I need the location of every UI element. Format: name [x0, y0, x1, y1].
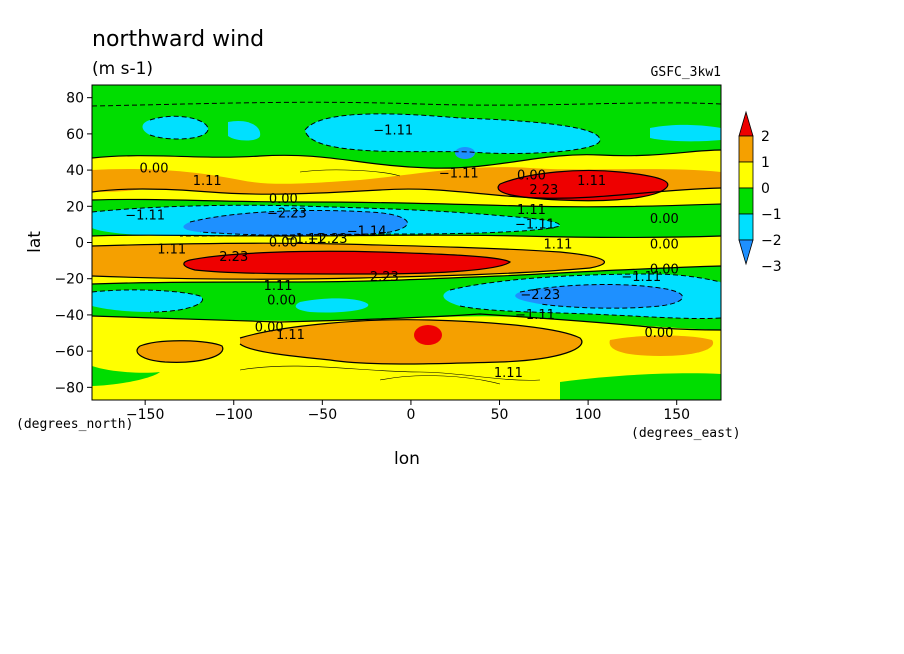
- contour-label: 0.00: [269, 236, 298, 251]
- colorbar-bottom-arrow: [738, 239, 754, 266]
- colorbar-segment: [738, 161, 754, 189]
- contour-label: 0.00: [267, 293, 296, 308]
- contour-label: −1.11: [125, 208, 165, 223]
- colorbar-top-arrow: [738, 110, 754, 137]
- x-tick-label: 100: [575, 407, 602, 423]
- contour-label: 2.23: [529, 183, 558, 198]
- band-negative-south: [92, 366, 721, 400]
- contour-label: 0.00: [269, 192, 298, 207]
- x-axis: −150 −100 −50 0 50 100 150: [126, 400, 690, 423]
- y-tick-label: 40: [66, 163, 84, 179]
- x-tick-label: 50: [491, 407, 509, 423]
- x-tick-label: 150: [663, 407, 690, 423]
- contour-label: −1.11: [621, 270, 661, 285]
- contour-label: 0.00: [645, 326, 674, 341]
- x-tick-label: 0: [406, 407, 415, 423]
- contour-label: −2.23: [267, 207, 307, 222]
- band-blue-15n: [183, 210, 408, 236]
- band-positive-55s: [240, 319, 582, 364]
- contour-label: 0.00: [650, 237, 679, 252]
- contour-label: −2.23: [520, 288, 560, 303]
- contour-label: −1.11: [515, 217, 555, 232]
- contour-lines: [92, 149, 721, 365]
- colorbar-label: −1: [761, 207, 782, 223]
- contour-label: 1.11: [276, 328, 305, 343]
- contour-label: −1.14: [347, 225, 387, 240]
- contour-label: 1.11: [544, 237, 573, 252]
- contour-label: 0.00: [255, 321, 284, 336]
- colorbar-segment: [738, 135, 754, 163]
- patch-positive-55s-east: [609, 335, 714, 356]
- colorbar: 2 1 0 −1 −2 −3: [738, 110, 782, 275]
- contour-label: 1.11: [577, 174, 606, 189]
- peak-positive-10s: [183, 251, 510, 274]
- colorbar-label: −2: [761, 233, 782, 249]
- chart-units: (m s-1): [92, 59, 153, 79]
- y-tick-label: −60: [54, 344, 84, 360]
- contour-label: 0.00: [517, 169, 546, 184]
- contour-label: −1.11: [373, 123, 413, 138]
- x-unit-note: (degrees_east): [631, 426, 741, 441]
- contour-lines-dashed: [92, 101, 721, 320]
- contour-label: −1.11: [515, 308, 555, 323]
- contour-label: 0.00: [650, 212, 679, 227]
- contour-label: 0.00: [650, 263, 679, 278]
- contour-label: 2.23: [370, 270, 399, 285]
- patch-cyan-30s-mid: [295, 298, 369, 313]
- y-axis: 80 60 40 20 0 −20 −40 −60 −80: [54, 91, 92, 396]
- y-tick-label: 0: [75, 236, 84, 252]
- patch-positive-55s-west: [137, 340, 223, 363]
- colorbar-segment: [738, 213, 754, 241]
- dataset-label: GSFC_3kw1: [651, 65, 721, 80]
- y-tick-label: −80: [54, 380, 84, 396]
- x-tick-label: −100: [215, 407, 253, 423]
- colorbar-label: −3: [761, 259, 782, 275]
- contour-label: 1.11: [264, 279, 293, 294]
- contour-label: −2.23: [308, 232, 348, 247]
- contour-lines-thin: [239, 169, 541, 385]
- band-blue-30s: [515, 284, 683, 309]
- x-tick-label: −50: [308, 407, 338, 423]
- contour-label: 1.11: [157, 243, 186, 258]
- contour-label: 1.11: [517, 203, 546, 218]
- y-tick-label: 20: [66, 199, 84, 215]
- colorbar-segment: [738, 187, 754, 215]
- contour-label: −1.11: [439, 167, 479, 182]
- y-tick-label: 60: [66, 127, 84, 143]
- y-tick-label: 80: [66, 91, 84, 107]
- contour-label: 0.00: [140, 161, 169, 176]
- chart-title: northward wind: [92, 27, 264, 52]
- peak-positive-55s: [414, 325, 442, 345]
- contour-labels: −1.110.001.110.00−1.11 −2.23−1.11 0.002.23…: [125, 123, 679, 381]
- y-axis-label: lat: [25, 231, 45, 253]
- x-axis-label: lon: [394, 449, 420, 469]
- y-unit-note: (degrees_north): [16, 417, 133, 432]
- band-positive-30n-west: [92, 176, 170, 192]
- y-tick-label: −20: [54, 272, 84, 288]
- x-tick-label: −150: [126, 407, 164, 423]
- peak-positive-30n: [498, 170, 668, 201]
- colorbar-label: 0: [761, 181, 770, 197]
- contour-label: 1.11: [193, 174, 222, 189]
- contour-label: 1.11: [494, 366, 523, 381]
- patch-cyan-30s-west: [92, 289, 203, 312]
- cyan-patches-north: [142, 113, 721, 159]
- contour-label: 2.23: [219, 250, 248, 265]
- y-tick-label: −40: [54, 308, 84, 324]
- colorbar-label: 1: [761, 155, 770, 171]
- colorbar-label: 2: [761, 129, 770, 145]
- contour-label: −1.11: [285, 232, 325, 247]
- plot-area: −1.110.001.110.00−1.11 −2.23−1.11 0.002.23…: [92, 85, 721, 400]
